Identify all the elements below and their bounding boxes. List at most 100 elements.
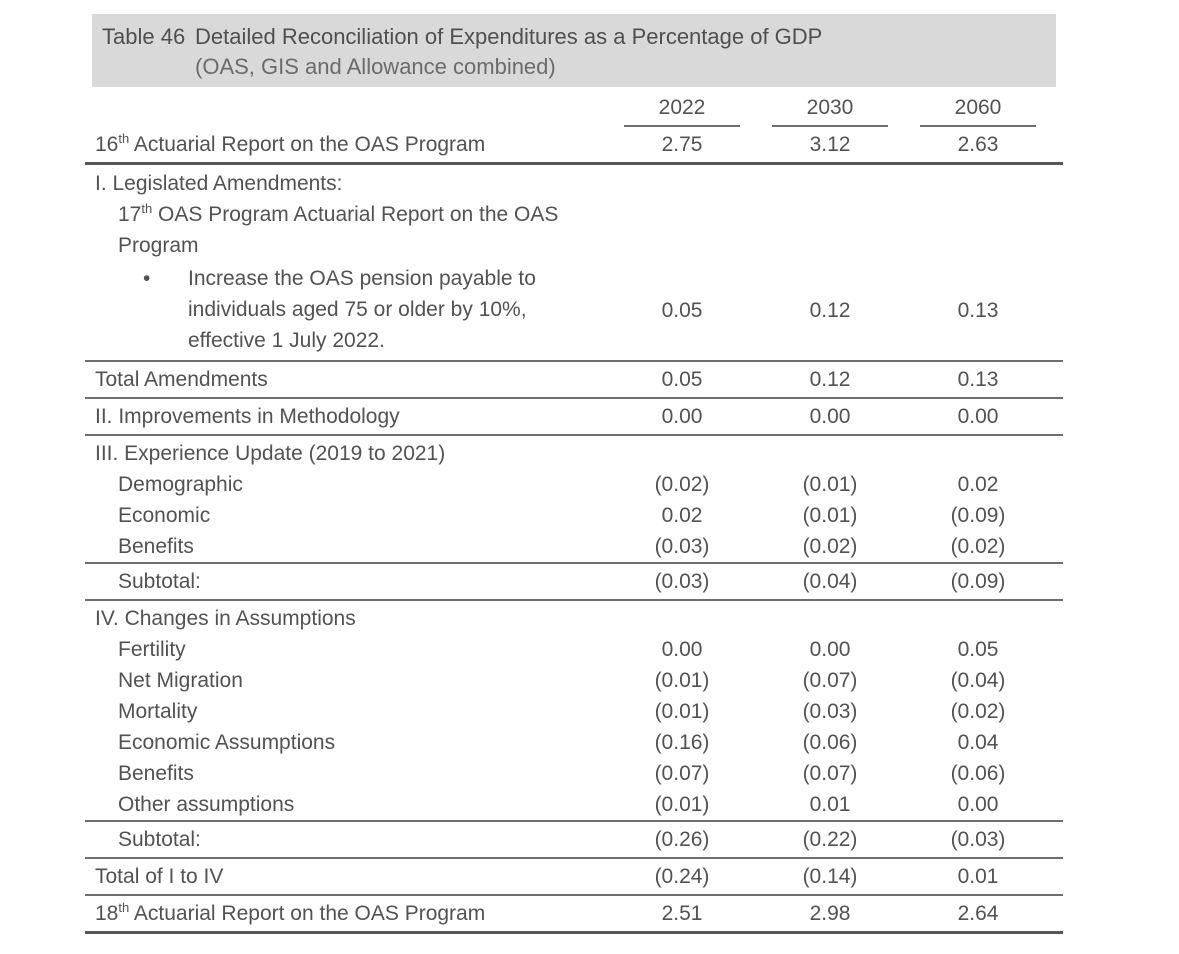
row-label: Economic — [118, 504, 211, 527]
row-label: Demographic — [118, 473, 243, 496]
caption-label: Table 46 — [102, 24, 186, 49]
value-2060: 0.02 — [957, 473, 999, 496]
row-label: Total of I to IV — [95, 865, 224, 888]
value-2030: 2.98 — [809, 902, 851, 925]
value-2060: 0.01 — [957, 865, 999, 888]
value-2060: (0.09) — [950, 504, 1006, 527]
value-2060: (0.04) — [950, 669, 1006, 692]
value-2022: 0.02 — [661, 504, 703, 527]
table-header-row: 2022 2030 2060 — [85, 92, 1063, 127]
value-2022: (0.03) — [654, 570, 710, 593]
value-2022: (0.24) — [654, 865, 710, 888]
value-2060: 0.00 — [957, 405, 999, 428]
table-row-net-migration: Net Migration (0.01) (0.07) (0.04) — [85, 665, 1063, 696]
value-2022: (0.26) — [654, 828, 710, 851]
value-2022: (0.07) — [654, 762, 710, 785]
value-2022: (0.01) — [654, 793, 710, 816]
row-label: 17th OAS Program Actuarial Report on the… — [118, 201, 559, 257]
table-row-section2: II. Improvements in Methodology 0.00 0.0… — [85, 399, 1063, 436]
table-row-demographic: Demographic (0.02) (0.01) 0.02 — [85, 469, 1063, 500]
value-2022: (0.01) — [654, 700, 710, 723]
value-2030: (0.07) — [802, 762, 858, 785]
row-label: Benefits — [118, 535, 194, 558]
row-label: Benefits — [118, 762, 194, 785]
table-row-section4: IV. Changes in Assumptions — [85, 603, 1063, 634]
table-row-economic-assumptions: Economic Assumptions (0.16) (0.06) 0.04 — [85, 727, 1063, 758]
superscript: th — [118, 900, 130, 915]
value-2030: 0.12 — [809, 368, 851, 391]
year-column-header-2030: 2030 — [756, 92, 904, 127]
table-row-other-assumptions: Other assumptions (0.01) 0.01 0.00 — [85, 789, 1063, 822]
value-2030: (0.14) — [802, 865, 858, 888]
row-label: Economic Assumptions — [118, 731, 336, 754]
bullet-icon: • — [143, 267, 151, 290]
caption-subtitle: (OAS, GIS and Allowance combined) — [195, 54, 556, 79]
table-row-subtotal-asm: Subtotal: (0.26) (0.22) (0.03) — [85, 822, 1063, 859]
table-row-mortality: Mortality (0.01) (0.03) (0.02) — [85, 696, 1063, 727]
value-2022: (0.02) — [654, 473, 710, 496]
value-2060: (0.02) — [950, 535, 1006, 558]
value-2060: (0.09) — [950, 570, 1006, 593]
table-row-section1: I. Legislated Amendments: — [85, 168, 1063, 199]
table-caption: Table 46 Detailed Reconciliation of Expe… — [92, 14, 1056, 87]
value-2022: (0.16) — [654, 731, 710, 754]
value-2060: 0.13 — [957, 368, 999, 391]
table-row-amendment: • Increase the OAS pension payable to in… — [85, 261, 1063, 362]
row-label: Other assumptions — [118, 793, 295, 816]
value-2030: (0.02) — [802, 535, 858, 558]
value-2030: 0.00 — [809, 405, 851, 428]
table-row-benefits-exp: Benefits (0.03) (0.02) (0.02) — [85, 531, 1063, 564]
value-2022: 0.05 — [661, 299, 703, 322]
row-label: 16th Actuarial Report on the OAS Program — [95, 131, 486, 156]
value-2030: 0.00 — [809, 638, 851, 661]
value-2030: 0.01 — [809, 793, 851, 816]
value-2060: 0.13 — [957, 299, 999, 322]
value-2022: (0.03) — [654, 535, 710, 558]
caption-title: Detailed Reconciliation of Expenditures … — [195, 24, 823, 49]
value-2022: 2.51 — [661, 902, 703, 925]
value-2060: (0.03) — [950, 828, 1006, 851]
table-row-total-i-to-iv: Total of I to IV (0.24) (0.14) 0.01 — [85, 859, 1063, 896]
table-row-subtotal-exp: Subtotal: (0.03) (0.04) (0.09) — [85, 564, 1063, 601]
row-label: Net Migration — [118, 669, 243, 692]
row-label: 18th Actuarial Report on the OAS Program — [95, 900, 486, 925]
value-2060: 0.05 — [957, 638, 999, 661]
document-table: Table 46 Detailed Reconciliation of Expe… — [85, 14, 1063, 934]
value-2030: (0.06) — [802, 731, 858, 754]
row-label: Fertility — [118, 638, 186, 661]
value-2030: (0.04) — [802, 570, 858, 593]
value-2022: 2.75 — [661, 133, 703, 156]
row-label: Increase the OAS pension payable to indi… — [188, 267, 536, 352]
value-2060: (0.02) — [950, 700, 1006, 723]
value-2030: 3.12 — [809, 133, 851, 156]
table-row-total-amendments: Total Amendments 0.05 0.12 0.13 — [85, 362, 1063, 399]
value-2030: (0.22) — [802, 828, 858, 851]
value-2030: (0.03) — [802, 700, 858, 723]
value-2030: 0.12 — [809, 299, 851, 322]
row-label: Subtotal: — [118, 570, 201, 593]
table-row-fertility: Fertility 0.00 0.00 0.05 — [85, 634, 1063, 665]
value-2060: 0.00 — [957, 793, 999, 816]
row-label: Total Amendments — [95, 368, 268, 391]
value-2060: (0.06) — [950, 762, 1006, 785]
superscript: th — [118, 131, 130, 146]
section-heading: I. Legislated Amendments: — [95, 172, 343, 195]
table-row-benefits-asm: Benefits (0.07) (0.07) (0.06) — [85, 758, 1063, 789]
value-2060: 2.63 — [957, 133, 999, 156]
value-2022: (0.01) — [654, 669, 710, 692]
value-2022: 0.05 — [661, 368, 703, 391]
value-2060: 0.04 — [957, 731, 999, 754]
table-row-report17: 17th OAS Program Actuarial Report on the… — [85, 199, 1063, 261]
table-row-section3: III. Experience Update (2019 to 2021) — [85, 438, 1063, 469]
value-2030: (0.07) — [802, 669, 858, 692]
table-row-report18: 18th Actuarial Report on the OAS Program… — [85, 896, 1063, 934]
superscript: th — [141, 201, 153, 216]
table-row-economic: Economic 0.02 (0.01) (0.09) — [85, 500, 1063, 531]
value-2030: (0.01) — [802, 504, 858, 527]
value-2022: 0.00 — [661, 638, 703, 661]
table-row-report16: 16th Actuarial Report on the OAS Program… — [85, 127, 1063, 165]
section-heading: IV. Changes in Assumptions — [95, 607, 356, 630]
year-column-header-2060: 2060 — [904, 92, 1052, 127]
row-label: Subtotal: — [118, 828, 201, 851]
row-label: Mortality — [118, 700, 198, 723]
